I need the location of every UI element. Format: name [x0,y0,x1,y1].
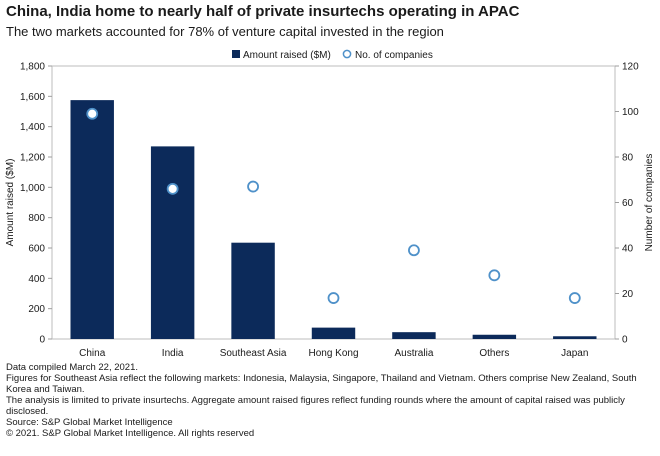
note-regions: Figures for Southeast Asia reflect the f… [6,373,637,395]
bar-others [472,334,517,339]
y-tick-label: 1,800 [20,62,45,73]
x-tick-label: Hong Kong [308,348,358,359]
marker-china [86,107,99,120]
x-tick-label: China [79,348,106,359]
marker-japan [568,292,581,304]
y2-tick-label: 60 [622,198,634,209]
y2-tick-label: 40 [622,244,634,255]
y2-tick-label: 120 [622,62,639,73]
bar-india [150,146,195,339]
y2-tick-label: 20 [622,289,634,300]
y2-tick-label: 100 [622,107,639,118]
legend-swatch-amount [232,50,240,58]
x-tick-label: Australia [394,348,433,359]
chart-title: China, India home to nearly half of priv… [6,3,520,20]
x-tick-label: Japan [561,348,588,359]
bar-japan [553,336,597,339]
y-axis-title: Amount raised ($M) [5,159,16,247]
y-tick-label: 0 [39,335,45,346]
note-scope: The analysis is limited to private insur… [6,395,625,417]
y-tick-label: 1,000 [20,183,45,194]
x-tick-label: Southeast Asia [220,348,287,359]
marker-australia [408,244,420,257]
marker-others [488,269,501,282]
marker-india [166,182,179,195]
y-tick-label: 1,400 [20,122,45,133]
y2-axis-title: Number of companies [644,154,655,252]
bar-australia [392,332,436,339]
note-copyright: © 2021. S&P Global Market Intelligence. … [6,428,255,439]
y2-tick-label: 0 [622,335,628,346]
bar-china [70,100,114,339]
y2-tick-label: 80 [622,153,634,164]
y-tick-label: 800 [28,213,45,224]
chart-subtitle: The two markets accounted for 78% of ven… [6,24,444,39]
marker-hong-kong [327,292,340,304]
legend-swatch-companies [342,49,352,59]
y-tick-label: 400 [28,274,45,285]
combo-chart: 0 200 400 600 800 1,000 1,200 1,400 1,600 1,800 0 2… [5,49,655,359]
chart-notes: Data compiled March 22, 2021. Figures fo… [6,362,656,439]
y-tick-label: 1,600 [20,92,45,103]
x-tick-label: India [162,348,184,359]
bar-southeast-asia [231,242,275,339]
y-tick-label: 1,200 [20,153,45,164]
legend-label-companies: No. of companies [355,50,433,61]
marker-southeast-asia [247,180,259,193]
y-tick-label: 600 [28,244,45,255]
x-tick-label: Others [479,348,509,359]
y-tick-label: 200 [28,304,45,315]
legend-label-amount: Amount raised ($M) [243,50,331,61]
bar-hong-kong [311,327,356,339]
note-source: Source: S&P Global Market Intelligence [6,417,173,428]
note-date: Data compiled March 22, 2021. [6,362,139,373]
